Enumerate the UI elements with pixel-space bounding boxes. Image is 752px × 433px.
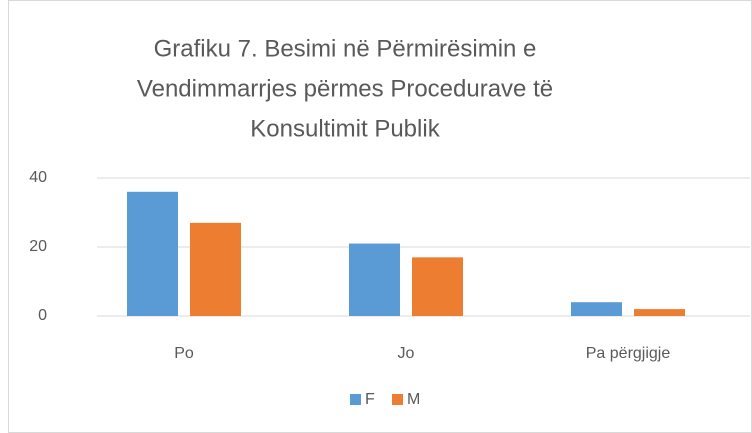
chart-title: Konsultimit Publik: [250, 115, 440, 142]
y-tick-label: 20: [29, 238, 47, 255]
bar: [412, 257, 463, 316]
bar: [349, 243, 400, 316]
bar: [571, 302, 622, 316]
y-tick-label: 40: [29, 169, 47, 186]
bar: [634, 309, 685, 316]
legend-label: M: [407, 391, 420, 408]
chart-title: Grafiku 7. Besimi në Përmirësimin e: [154, 35, 537, 62]
chart-frame: [8, 0, 752, 433]
bar: [127, 191, 178, 316]
bar: [190, 222, 241, 316]
x-tick-label: Pa përgjigje: [586, 345, 671, 362]
legend-label: F: [365, 391, 375, 408]
legend-swatch: [350, 394, 361, 405]
x-tick-label: Jo: [398, 345, 415, 362]
chart-title: Vendimmarrjes përmes Procedurave të: [137, 75, 553, 102]
x-tick-label: Po: [174, 345, 194, 362]
legend-swatch: [392, 394, 403, 405]
y-tick-label: 0: [38, 307, 47, 324]
